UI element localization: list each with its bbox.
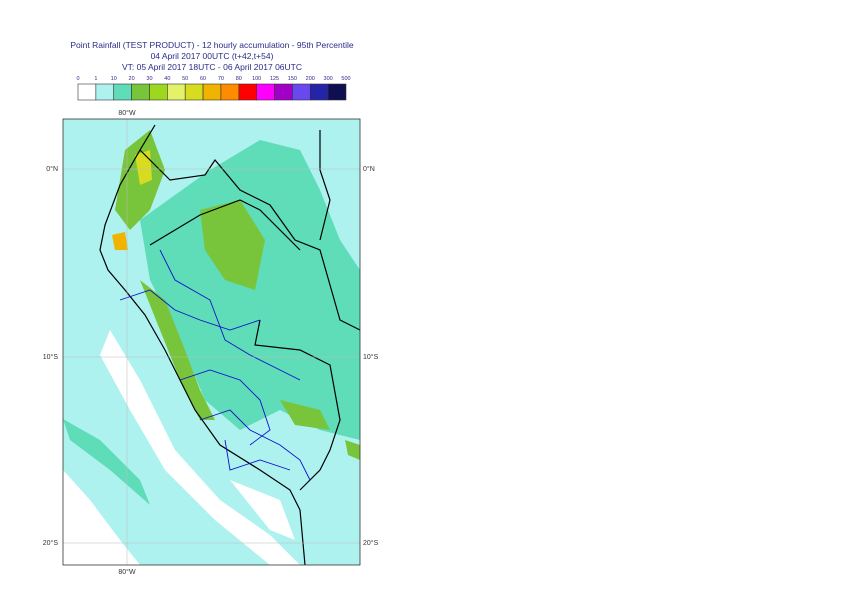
legend-label: 20: [129, 76, 135, 82]
lat-label: 10°S: [363, 353, 379, 361]
legend-swatch: [309, 83, 329, 101]
subtitle: 04 April 2017 00UTC (t+42,t+54): [151, 51, 274, 61]
legend-label: 30: [146, 76, 152, 82]
legend-label: 125: [270, 76, 279, 82]
legend-swatch: [238, 83, 257, 101]
legend-label: 200: [306, 76, 315, 82]
legend-swatch: [184, 83, 204, 101]
legend-swatch: [113, 83, 132, 101]
legend-swatch: [95, 83, 115, 101]
legend-label: 300: [324, 76, 333, 82]
legend-swatch: [149, 83, 168, 101]
legend-label: 150: [288, 76, 297, 82]
lat-labels: 0°N 10°S 20°S 0°N 10°S 20°S: [43, 165, 379, 547]
lat-label: 10°S: [43, 353, 59, 361]
legend-swatch: [77, 83, 97, 101]
legend-swatch: [327, 83, 347, 101]
legend-swatch: [167, 83, 186, 101]
legend-label: 0: [76, 76, 79, 82]
subtitle: VT: 05 April 2017 18UTC - 06 April 2017 …: [122, 62, 302, 72]
legend-label: 10: [111, 76, 117, 82]
legend-swatch: [220, 83, 240, 101]
legend-label: 60: [200, 76, 206, 82]
legend-label: 100: [252, 76, 261, 82]
legend-label: 1: [94, 76, 97, 82]
legend-swatch: [131, 83, 150, 101]
map: [63, 119, 360, 565]
legend-label: 70: [218, 76, 224, 82]
legend-swatch: [256, 83, 275, 101]
legend-label: 80: [236, 76, 242, 82]
title: Point Rainfall (TEST PRODUCT) - 12 hourl…: [70, 40, 354, 50]
legend: 0 1 10 20 30 40 50 60 70 80 100 125 150 200 300 500: [76, 76, 351, 101]
legend-swatch: [274, 83, 293, 101]
legend-label: 50: [182, 76, 188, 82]
lat-label: 0°N: [46, 165, 58, 173]
lon-label: 80°W: [118, 109, 136, 117]
legend-label: 40: [164, 76, 170, 82]
legend-swatch: [292, 83, 311, 101]
lat-label: 0°N: [363, 165, 375, 173]
legend-label: 500: [341, 76, 350, 82]
map-frame: [62, 118, 361, 566]
lat-label: 20°S: [43, 539, 59, 547]
legend-swatch: [202, 83, 222, 101]
lon-label: 80°W: [118, 568, 136, 576]
lat-label: 20°S: [363, 539, 379, 547]
